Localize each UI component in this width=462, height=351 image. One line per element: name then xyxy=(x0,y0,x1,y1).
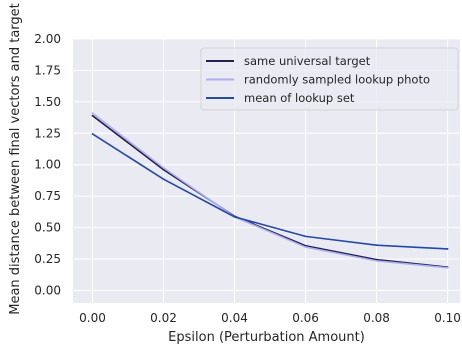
x-axis-label: Epsilon (Perturbation Amount) xyxy=(168,330,365,345)
data-point xyxy=(91,112,94,115)
data-point xyxy=(91,114,94,117)
y-tick-label: 1.25 xyxy=(34,126,61,140)
x-tick-label: 0.04 xyxy=(221,311,248,325)
x-tick-label: 0.10 xyxy=(434,311,461,325)
y-axis-label: Mean distance between final vectors and … xyxy=(8,3,23,315)
series-lines xyxy=(91,112,449,269)
data-point xyxy=(233,215,236,218)
data-point xyxy=(375,259,378,262)
series-line-3 xyxy=(92,133,448,250)
x-tick-label: 0.00 xyxy=(79,311,106,325)
y-tick-label: 2.00 xyxy=(34,32,61,46)
legend-entry-label: randomly sampled lookup photo xyxy=(244,73,430,87)
gridlines xyxy=(73,38,460,303)
series-line-1 xyxy=(92,115,448,268)
data-point xyxy=(162,178,165,181)
y-tick-label: 0.25 xyxy=(34,252,61,266)
data-point xyxy=(304,246,307,248)
x-tick-label: 0.02 xyxy=(150,311,177,325)
data-point xyxy=(162,166,165,169)
data-point xyxy=(446,248,449,250)
legend-box xyxy=(200,47,459,111)
tick-labels: 0.00 0.25 0.50 0.75 1.00 1.25 1.50 1.75 2.00 0.00… xyxy=(34,32,461,325)
data-point xyxy=(446,266,449,269)
y-tick-label: 1.00 xyxy=(34,158,61,172)
legend-entry-label: mean of lookup set xyxy=(244,91,355,105)
legend: same universal target randomly sampled lo… xyxy=(200,47,459,111)
series-line-2 xyxy=(92,112,448,269)
y-tick-label: 0.00 xyxy=(34,283,61,297)
data-point xyxy=(375,244,378,247)
x-tick-label: 0.06 xyxy=(292,311,319,325)
data-point xyxy=(304,235,307,238)
x-tick-label: 0.08 xyxy=(363,311,390,325)
legend-entry-label: same universal target xyxy=(244,54,371,68)
data-point xyxy=(162,168,165,171)
y-tick-label: 1.50 xyxy=(34,95,61,109)
y-tick-label: 1.75 xyxy=(34,63,61,77)
data-point xyxy=(91,133,94,135)
y-tick-label: 0.75 xyxy=(34,189,61,203)
y-tick-label: 0.50 xyxy=(34,221,61,235)
